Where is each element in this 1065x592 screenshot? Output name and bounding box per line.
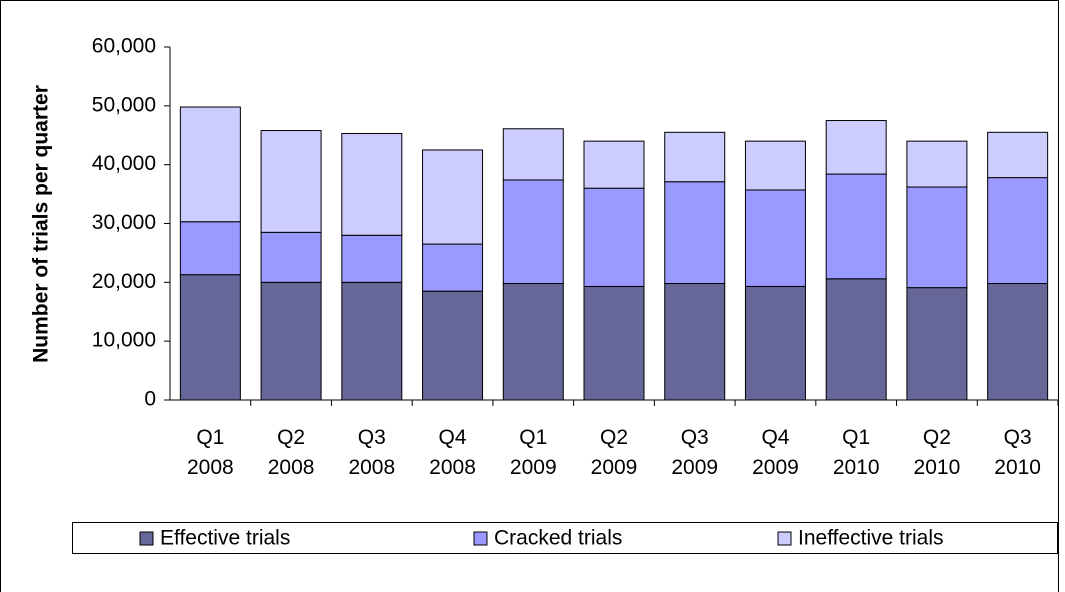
legend-label: Effective trials xyxy=(160,527,290,550)
bar-segment xyxy=(744,189,806,287)
x-tick-label: Q1 2009 xyxy=(510,426,557,479)
y-tick-label: 30,000 xyxy=(92,211,156,234)
bar-segment xyxy=(987,283,1049,401)
x-tick-label-line: Q1 xyxy=(196,426,224,449)
x-tick-label: Q4 2009 xyxy=(752,426,799,479)
bar-segment xyxy=(825,173,887,280)
x-tick-label-line: Q3 xyxy=(358,426,386,449)
y-tick-label: 20,000 xyxy=(92,270,156,293)
bar-segment xyxy=(179,106,241,223)
bar-segment xyxy=(906,186,968,289)
y-tick-label: 0 xyxy=(144,388,156,411)
bar-segment xyxy=(502,179,564,285)
x-tick-label-line: Q1 xyxy=(842,426,870,449)
x-tick-label-line: 2009 xyxy=(510,456,557,479)
bar-segment xyxy=(744,140,806,191)
bar-segment xyxy=(987,131,1049,179)
bar-segment xyxy=(260,231,322,283)
legend-swatch xyxy=(473,531,488,546)
legend-swatch xyxy=(139,531,154,546)
bar-segment xyxy=(422,290,484,401)
x-tick-label-line: 2008 xyxy=(429,456,476,479)
bar-segment xyxy=(825,120,887,175)
bar-segment xyxy=(987,177,1049,285)
bar-segment xyxy=(341,234,403,283)
legend-swatch xyxy=(777,531,792,546)
x-tick-label-line: 2009 xyxy=(752,456,799,479)
y-tick-label: 60,000 xyxy=(92,35,156,58)
bar-segment xyxy=(179,274,241,401)
legend-label: Ineffective trials xyxy=(798,527,944,550)
bar-segment xyxy=(260,281,322,401)
x-tick-label: Q2 2009 xyxy=(591,426,638,479)
bar-segment xyxy=(179,221,241,276)
bar-segment xyxy=(422,243,484,292)
x-tick-label-line: Q4 xyxy=(439,426,467,449)
bar-segment xyxy=(583,187,645,287)
legend-box xyxy=(72,522,1058,554)
x-tick-label-line: Q1 xyxy=(519,426,547,449)
bar-segment xyxy=(341,132,403,236)
x-tick-label-line: 2009 xyxy=(671,456,718,479)
x-tick-label-line: Q3 xyxy=(1004,426,1032,449)
bar-segment xyxy=(744,285,806,401)
x-tick-label-line: Q2 xyxy=(923,426,951,449)
bar-segment xyxy=(906,287,968,401)
x-tick-label-line: Q3 xyxy=(681,426,709,449)
bar-segment xyxy=(664,181,726,285)
x-tick-label-line: 2010 xyxy=(833,456,880,479)
bar-segment xyxy=(583,285,645,401)
x-tick-label: Q3 2009 xyxy=(671,426,718,479)
legend-label: Cracked trials xyxy=(494,527,622,550)
y-tick-label: 40,000 xyxy=(92,152,156,175)
x-tick-label-line: 2010 xyxy=(994,456,1041,479)
bar-segment xyxy=(422,149,484,245)
bar-segment xyxy=(664,131,726,183)
x-tick-label: Q4 2008 xyxy=(429,426,476,479)
x-tick-label: Q1 2010 xyxy=(833,426,880,479)
x-tick-label: Q2 2010 xyxy=(914,426,961,479)
x-tick-label-line: 2009 xyxy=(591,456,638,479)
x-tick-label-line: Q2 xyxy=(277,426,305,449)
x-tick-label-line: 2008 xyxy=(348,456,395,479)
bar-segment xyxy=(583,140,645,189)
bar-segment xyxy=(664,283,726,401)
x-tick-label: Q3 2010 xyxy=(994,426,1041,479)
bar-segment xyxy=(825,278,887,401)
y-axis-label: Number of trials per quarter xyxy=(30,85,53,363)
y-tick-label: 50,000 xyxy=(92,93,156,116)
bar-segment xyxy=(502,128,564,181)
bar-segment xyxy=(906,140,968,188)
x-tick-label: Q1 2008 xyxy=(187,426,234,479)
bar-segment xyxy=(341,281,403,401)
x-tick-label-line: 2008 xyxy=(187,456,234,479)
x-tick-label-line: Q4 xyxy=(761,426,789,449)
x-tick-label: Q2 2008 xyxy=(268,426,315,479)
x-tick-label-line: 2008 xyxy=(268,456,315,479)
bar-segment xyxy=(502,283,564,401)
x-tick-label: Q3 2008 xyxy=(348,426,395,479)
bar-segment xyxy=(260,130,322,233)
y-tick-label: 10,000 xyxy=(92,329,156,352)
x-tick-label-line: Q2 xyxy=(600,426,628,449)
x-tick-label-line: 2010 xyxy=(914,456,961,479)
